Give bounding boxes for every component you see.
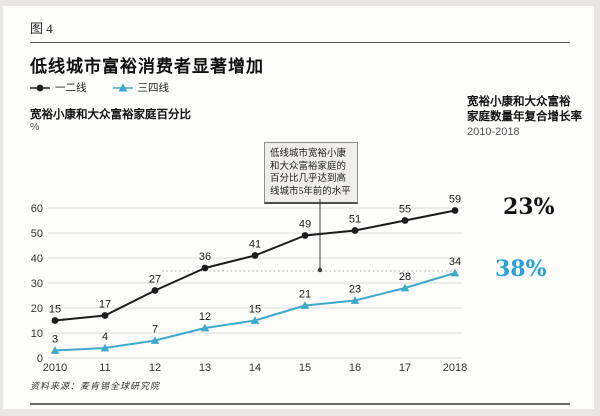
figure-label: 图 4: [30, 21, 53, 36]
legend-label-tier12: 一二线: [55, 83, 87, 94]
bottom-rule: [30, 403, 570, 405]
legend-item-tier12: 一二线: [30, 80, 87, 95]
line-triangle-marker-icon: [112, 83, 133, 91]
source-note: 资料来源：麦肯锡全球研究院: [30, 381, 161, 391]
cagr-value-tier34: 38%: [495, 256, 547, 282]
y-axis-title: 宽裕小康和大众富裕家庭百分比: [30, 109, 191, 121]
y-axis-unit: %: [30, 121, 40, 133]
legend-label-tier34: 三四线: [137, 83, 170, 94]
annotation-callout: 低线城市宽裕小康和大众富裕家庭的百分比几乎达到高线城市5年前的水平: [264, 142, 358, 204]
cagr-value-tier12: 23%: [503, 194, 555, 220]
top-rule: [30, 42, 570, 43]
right-panel-title: 宽裕小康和大众富裕 家庭数量年复合增长率: [467, 95, 597, 125]
legend-item-tier34: 三四线: [112, 80, 170, 95]
chart-legend: 一二线 三四线: [30, 80, 169, 95]
right-panel-period: 2010-2018: [467, 126, 520, 138]
right-panel-title-line2: 家庭数量年复合增长率: [467, 111, 582, 123]
line-circle-marker-icon: [30, 84, 50, 91]
chart-title: 低线城市富裕消费者显著增加: [30, 57, 264, 76]
right-panel-title-line1: 宽裕小康和大众富裕: [467, 96, 571, 108]
